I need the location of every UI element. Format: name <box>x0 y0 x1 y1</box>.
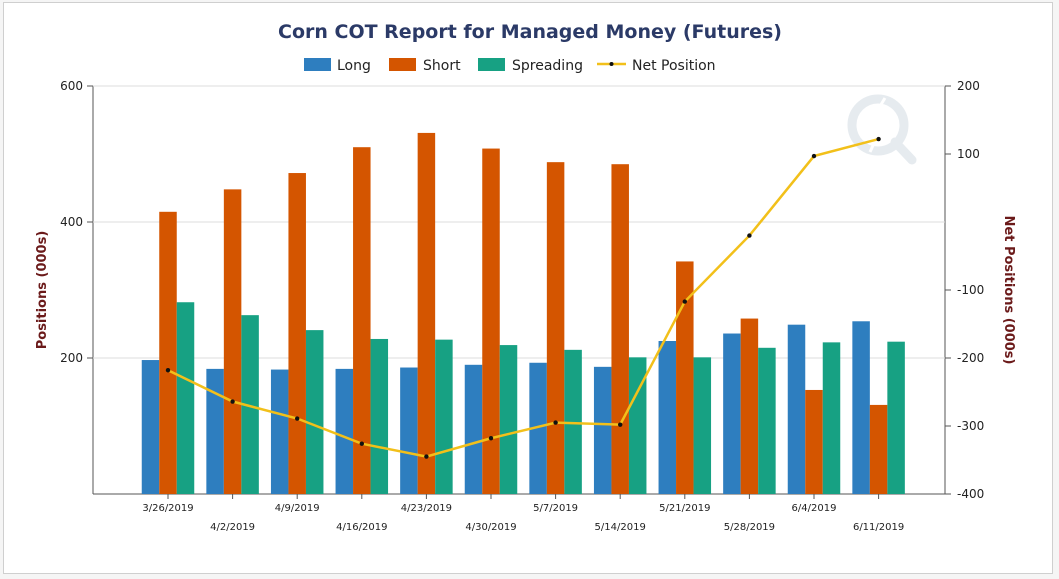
bar-short[interactable] <box>288 173 306 495</box>
x-tick-label: 6/4/2019 <box>792 503 837 514</box>
bar-short[interactable] <box>676 261 694 494</box>
legend-net-marker <box>609 62 614 66</box>
bar-long[interactable] <box>787 324 806 494</box>
bar-long[interactable] <box>270 369 289 494</box>
bar-spreading[interactable] <box>370 338 389 494</box>
net-position-point[interactable] <box>876 136 881 142</box>
bar-short[interactable] <box>417 132 436 495</box>
bar-long[interactable] <box>852 321 870 494</box>
y-tick-label: 400 <box>60 215 83 229</box>
bar-short[interactable] <box>611 164 629 494</box>
bar-spreading[interactable] <box>628 357 647 494</box>
y2-tick-label: 100 <box>957 147 980 161</box>
net-position-point[interactable] <box>747 233 752 238</box>
bar-long[interactable] <box>529 362 547 494</box>
x-tick-label: 5/14/2019 <box>595 522 646 533</box>
legend-long-swatch <box>304 58 331 71</box>
bar-long[interactable] <box>464 364 483 494</box>
net-position-point[interactable] <box>488 436 494 441</box>
bar-long[interactable] <box>658 341 677 494</box>
legend-short-swatch <box>389 58 416 71</box>
legend-short-label[interactable]: Short <box>423 58 461 74</box>
bar-spreading[interactable] <box>435 339 453 494</box>
y2-tick-label: -100 <box>957 283 984 297</box>
bar-spreading[interactable] <box>693 357 712 494</box>
bar-short[interactable] <box>740 318 759 494</box>
chart-title: Corn COT Report for Managed Money (Futur… <box>278 21 782 43</box>
legend-net-label[interactable]: Net Position <box>632 58 716 74</box>
bar-long[interactable] <box>400 367 418 494</box>
x-tick-label: 5/7/2019 <box>533 503 578 514</box>
y2-tick-label: -200 <box>957 351 984 365</box>
x-tick-label: 4/30/2019 <box>465 522 516 533</box>
bar-short[interactable] <box>353 147 371 494</box>
legend-long-label[interactable]: Long <box>337 58 371 74</box>
bar-spreading[interactable] <box>822 342 841 494</box>
net-position-point[interactable] <box>359 441 364 446</box>
net-position-point[interactable] <box>424 454 429 459</box>
y2-tick-label: -400 <box>957 487 984 501</box>
bar-spreading[interactable] <box>241 315 259 494</box>
bar-spreading[interactable] <box>499 345 518 494</box>
y-tick-label: 600 <box>60 79 83 93</box>
x-tick-label: 4/16/2019 <box>336 522 387 533</box>
y2-axis-title: Net Positions (000s) <box>1001 216 1016 365</box>
x-tick-label: 6/11/2019 <box>853 522 904 533</box>
net-position-point[interactable] <box>682 299 687 304</box>
bar-long[interactable] <box>206 368 224 494</box>
net-position-point[interactable] <box>295 416 300 421</box>
x-tick-label: 5/28/2019 <box>724 522 775 533</box>
x-tick-label: 4/2/2019 <box>210 522 255 533</box>
bar-long[interactable] <box>723 333 741 494</box>
bar-short[interactable] <box>869 404 888 494</box>
y-tick-label: 200 <box>60 351 83 365</box>
y-axis-title: Positions (000s) <box>35 231 50 350</box>
bar-short[interactable] <box>223 189 242 495</box>
net-position-point[interactable] <box>165 368 171 373</box>
y2-tick-label: -300 <box>957 419 984 433</box>
bar-short[interactable] <box>482 148 500 494</box>
bar-short[interactable] <box>805 389 823 494</box>
net-position-point[interactable] <box>618 422 623 427</box>
y2-tick-label: 200 <box>957 79 980 93</box>
legend[interactable]: Long Short Spreading Net Position <box>304 58 716 74</box>
bar-long[interactable] <box>141 360 160 494</box>
legend-spreading-label[interactable]: Spreading <box>512 58 583 74</box>
bar-short[interactable] <box>159 211 177 495</box>
bar-spreading[interactable] <box>305 330 324 494</box>
net-position-point[interactable] <box>811 153 817 159</box>
bar-spreading[interactable] <box>887 341 905 494</box>
net-position-line[interactable] <box>167 137 879 458</box>
net-position-point[interactable] <box>553 420 558 425</box>
x-tick-label: 4/23/2019 <box>401 503 452 514</box>
bar-spreading[interactable] <box>176 302 195 494</box>
bar-short[interactable] <box>546 162 565 494</box>
x-tick-label: 5/21/2019 <box>659 503 710 514</box>
watermark-logo-icon <box>847 94 917 165</box>
bar-long[interactable] <box>335 368 354 494</box>
bar-spreading[interactable] <box>758 347 776 494</box>
x-tick-label: 3/26/2019 <box>142 503 193 514</box>
net-position-point[interactable] <box>230 399 235 404</box>
bar-long[interactable] <box>593 366 612 494</box>
legend-spreading-swatch <box>478 58 505 71</box>
x-tick-label: 4/9/2019 <box>275 503 320 514</box>
